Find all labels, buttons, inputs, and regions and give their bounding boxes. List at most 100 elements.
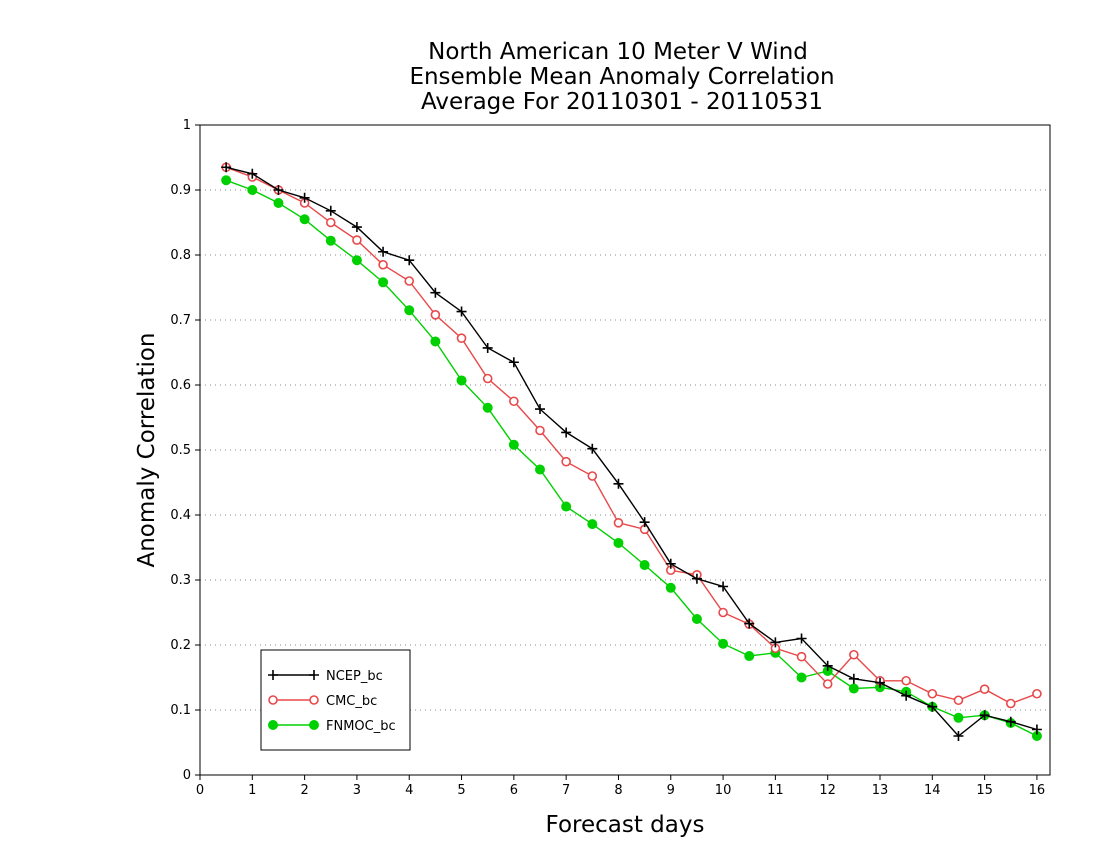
title-line-1: North American 10 Meter V Wind [428,39,808,65]
ncep-bc-point [351,222,362,233]
cmc-bc-point [378,259,388,270]
x-tick-label: 10 [715,783,732,798]
fnmoc-bc-point [221,175,232,186]
cmc-bc-point [1005,698,1016,709]
fnmoc-bc-point [535,464,545,475]
legend-fnmoc-bc-point [268,720,278,730]
ncep-bc-point [378,246,389,257]
ncep-bc-point [718,581,729,592]
cmc-bc-point [849,649,859,660]
cmc-bc-point [404,276,415,286]
legend-ncep-bc-point [268,670,278,680]
title-line-3: Average For 20110301 - 20110531 [421,89,823,115]
y-tick-label: 1 [183,118,191,133]
ncep-bc-point [508,357,519,368]
ncep-bc-point [456,306,467,317]
x-axis-label: Forecast days [546,812,705,838]
y-tick-label: 0.9 [170,183,191,198]
fnmoc-bc-point [587,519,598,530]
fnmoc-bc-point [744,651,755,662]
fnmoc-bc-point [351,255,362,266]
y-axis-ticks: 0 0.1 0.2 0.3 0.4 0.5 0.6 0.7 0.8 0.9 1 [170,118,200,783]
y-tick-label: 0.8 [170,248,191,263]
ncep-bc-point [822,660,833,671]
fnmoc-bc-point [325,235,336,246]
fnmoc-bc-point [247,185,258,195]
fnmoc-bc-point [378,277,389,288]
fnmoc-bc-point [273,198,284,208]
fnmoc-bc-point [404,305,415,316]
y-tick-label: 0 [183,768,191,783]
ncep-bc-point [587,443,598,454]
cmc-bc-point [822,679,833,689]
y-tick-label: 0.7 [170,313,191,328]
ncep-bc-point [979,710,990,721]
x-tick-label: 1 [248,783,256,798]
ncep-bc-point [639,517,650,528]
legend-cmc-bc-point [268,695,278,705]
x-tick-label: 0 [196,783,204,798]
x-tick-label: 15 [976,783,993,798]
cmc-bc-point [456,333,467,344]
cmc-bc-point [796,651,807,662]
fnmoc-bc-point [691,614,702,624]
ncep-bc-point [482,342,493,353]
fnmoc-bc-point [718,638,729,649]
ncep-bc-point [1005,716,1016,727]
x-tick-label: 11 [767,783,784,798]
fnmoc-bc-point [430,336,441,347]
fnmoc-bc-point [639,560,650,571]
y-tick-label: 0.6 [170,378,191,393]
series-line-ncep-bc [226,166,1038,737]
ncep-bc-point [875,677,885,688]
fnmoc-bc-point [508,439,519,450]
ncep-bc-point [325,205,336,216]
ncep-bc-point [561,427,572,438]
gridlines [200,189,1050,711]
ncep-bc-point [613,478,624,489]
fnmoc-bc-point [456,375,467,386]
chart-title: North American 10 Meter V Wind Ensemble … [409,39,834,115]
cmc-bc-point [901,675,911,686]
x-axis-ticks: 0 1 2 3 4 5 6 7 8 9 10 11 12 13 14 15 16 [196,775,1045,798]
series-line-cmc-bc [225,166,1038,705]
ncep-bc-point [770,637,781,648]
ncep-bc-point [953,731,964,741]
y-tick-label: 0.3 [170,573,191,588]
x-tick-label: 5 [457,783,465,798]
ncep-bc-point [744,618,755,629]
fnmoc-bc-point [482,402,493,413]
x-tick-label: 3 [353,783,361,798]
fnmoc-bc-point [299,214,310,225]
cmc-bc-point [953,695,964,706]
fnmoc-bc-point [953,712,964,723]
legend-entry-fnmoc-bc: FNMOC_bc [268,719,396,734]
ncep-bc-point [299,192,310,203]
y-tick-label: 0.2 [170,638,191,653]
series-group [221,162,1042,741]
x-tick-label: 8 [614,783,622,798]
legend-label: FNMOC_bc [326,719,396,734]
x-tick-label: 4 [405,783,413,798]
ncep-bc-point [665,558,676,569]
ncep-bc-point [901,690,912,701]
ncep-bc-point [796,633,807,644]
cmc-bc-point [430,309,441,320]
x-tick-label: 12 [819,783,836,798]
fnmoc-bc-point [561,501,572,512]
title-line-2: Ensemble Mean Anomaly Correlation [409,64,834,90]
cmc-bc-point [718,607,728,618]
x-tick-label: 16 [1029,783,1046,798]
series-ncep-bc [221,162,1042,741]
legend-label: NCEP_bc [326,669,383,684]
ncep-bc-point [404,255,415,266]
x-tick-label: 7 [562,783,570,798]
cmc-bc-point [561,456,571,467]
cmc-bc-point [535,425,545,436]
fnmoc-bc-point [796,672,807,683]
cmc-bc-point [613,517,624,528]
ncep-bc-point [1031,724,1042,735]
legend-entry-cmc-bc: CMC_bc [268,694,377,709]
cmc-bc-point [927,688,938,699]
x-tick-label: 13 [872,783,889,798]
